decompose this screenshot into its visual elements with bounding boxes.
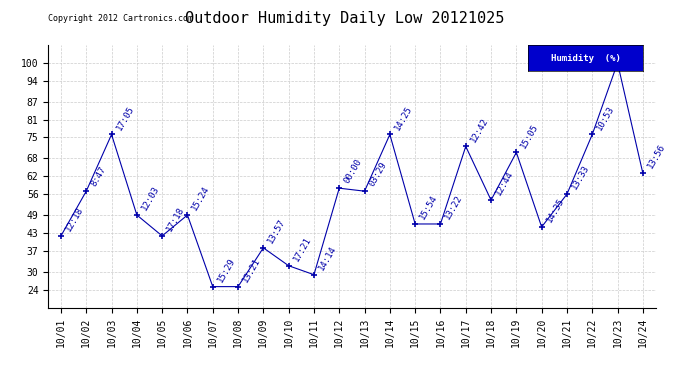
Text: 13:56: 13:56 (646, 143, 667, 171)
Text: 13:57: 13:57 (266, 217, 287, 245)
Text: 15:24: 15:24 (190, 184, 211, 212)
Text: 12:18: 12:18 (63, 206, 85, 233)
Text: 14:25: 14:25 (393, 104, 414, 132)
Text: 13:33: 13:33 (570, 164, 591, 191)
Text: 17:05: 17:05 (115, 104, 135, 132)
Text: 12:42: 12:42 (469, 116, 490, 144)
Text: 13:22: 13:22 (443, 194, 464, 221)
Text: 15:29: 15:29 (215, 256, 237, 284)
Text: 00:00: 00:00 (342, 158, 363, 185)
Text: Copyright 2012 Cartronics.com: Copyright 2012 Cartronics.com (48, 13, 193, 22)
Text: 12:44: 12:44 (494, 170, 515, 197)
Text: 10:53: 10:53 (595, 104, 616, 132)
Text: 17:18: 17:18 (165, 206, 186, 233)
Text: 8:47: 8:47 (89, 165, 108, 188)
Text: 14:14: 14:14 (317, 244, 338, 272)
Text: 12:03: 12:03 (139, 184, 161, 212)
Text: 13:21: 13:21 (241, 256, 262, 284)
Text: 03:29: 03:29 (367, 160, 388, 188)
Text: 15:54: 15:54 (418, 194, 439, 221)
Text: 17:21: 17:21 (291, 235, 313, 263)
Text: 15:05: 15:05 (519, 122, 540, 150)
Text: 14:35: 14:35 (544, 196, 566, 224)
Text: Outdoor Humidity Daily Low 20121025: Outdoor Humidity Daily Low 20121025 (186, 11, 504, 26)
